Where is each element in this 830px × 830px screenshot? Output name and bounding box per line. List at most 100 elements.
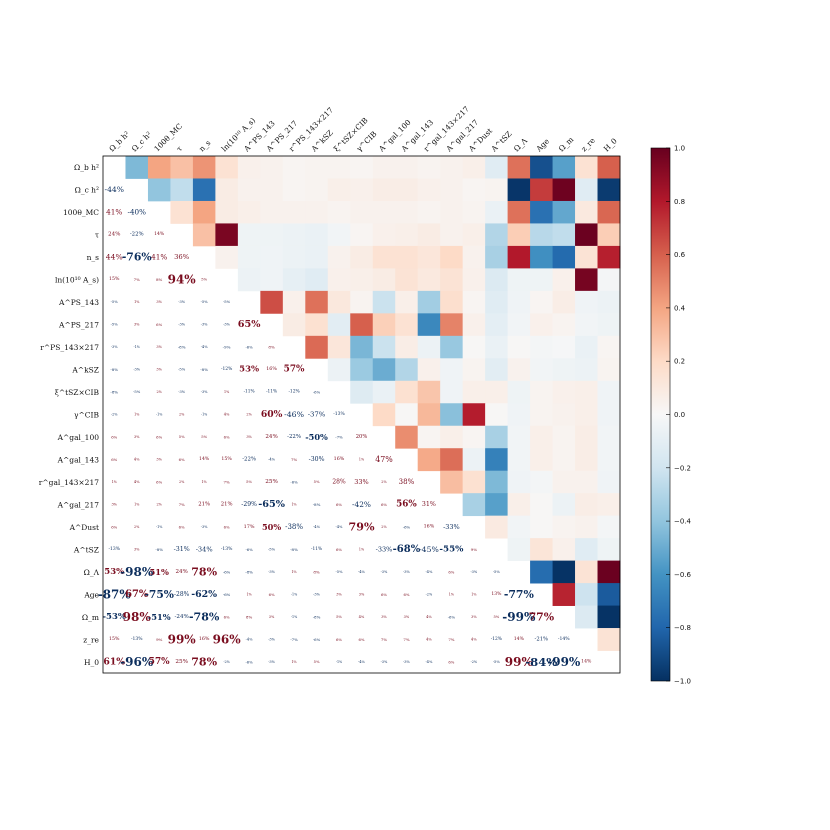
correlation-label: -5% <box>201 300 209 304</box>
correlation-label: -87% <box>98 587 131 601</box>
correlation-label: 4% <box>426 637 432 641</box>
row-label: A^Dust <box>69 523 99 532</box>
heatmap-cell <box>552 425 576 449</box>
correlation-label: 16% <box>266 366 277 372</box>
heatmap-cell <box>350 290 374 314</box>
correlation-label: -3% <box>111 345 118 349</box>
correlation-label: -68% <box>393 544 421 555</box>
heatmap-cell <box>552 358 576 382</box>
correlation-label: 21% <box>198 501 210 507</box>
correlation-label: 6% <box>111 434 117 439</box>
row-label: n_s <box>87 253 100 262</box>
heatmap-cell <box>327 245 351 269</box>
heatmap-cell <box>417 178 441 202</box>
heatmap-cell <box>530 200 553 224</box>
correlation-label: -4% <box>358 570 366 574</box>
correlation-label: -28% <box>174 591 190 598</box>
heatmap-cell <box>597 290 621 314</box>
heatmap-cell <box>282 290 306 314</box>
heatmap-cell <box>597 425 621 449</box>
row-labels: Ω_b h² Ω_c h² 100θ_MC τ n_s ln(10¹⁰ A_s) A^PS_… <box>39 163 100 667</box>
correlation-label: 99% <box>505 655 534 669</box>
correlation-label: -3% <box>201 525 208 529</box>
correlation-label: -11% <box>244 390 255 395</box>
heatmap-cell <box>237 245 261 269</box>
heatmap-cell <box>530 358 553 382</box>
correlation-label: -8% <box>110 367 118 372</box>
heatmap-cell <box>507 448 531 472</box>
correlation-label: 6% <box>179 524 185 529</box>
heatmap-cell <box>507 178 531 202</box>
correlation-label: -37% <box>308 411 326 419</box>
heatmap-cell <box>485 448 509 472</box>
heatmap-cell <box>597 358 621 382</box>
heatmap-cell <box>597 605 621 629</box>
correlation-label: -99% <box>547 655 581 669</box>
heatmap-cell <box>507 335 531 359</box>
heatmap-cell <box>395 380 419 404</box>
heatmap-cell <box>237 200 261 224</box>
correlation-label: -2% <box>111 413 118 417</box>
heatmap-cell <box>305 335 329 359</box>
heatmap-cell <box>215 223 239 247</box>
correlation-label: -1% <box>201 413 207 417</box>
heatmap-cell <box>395 178 419 202</box>
heatmap-cell <box>507 515 531 539</box>
heatmap-cell <box>237 223 261 247</box>
correlation-label: 6% <box>381 592 387 597</box>
correlation-label: -2% <box>471 660 478 664</box>
correlation-label: -3% <box>313 592 320 596</box>
correlation-label: -6% <box>403 524 411 529</box>
correlation-label: -13% <box>221 546 233 552</box>
row-label: A^PS_217 <box>58 321 99 330</box>
heatmap-cell <box>530 223 553 247</box>
heatmap-cell <box>507 290 531 314</box>
correlation-label: 6% <box>179 457 185 462</box>
correlation-label: 3% <box>381 615 387 619</box>
heatmap-cell <box>462 335 486 359</box>
correlation-label: -21% <box>535 636 549 642</box>
correlation-label: 98% <box>123 610 152 624</box>
heatmap-cell <box>485 425 509 449</box>
heatmap-cell <box>485 380 509 404</box>
heatmap-cell <box>282 223 306 247</box>
heatmap-cell <box>552 470 576 494</box>
correlation-label: -3% <box>201 323 208 327</box>
heatmap-cell <box>575 470 598 494</box>
correlation-label: 65% <box>238 319 261 330</box>
heatmap-cell <box>282 245 306 269</box>
row-label: A^kSZ <box>71 366 99 375</box>
correlation-label: 3% <box>156 300 162 304</box>
heatmap-cell <box>575 425 598 449</box>
row-label: Ω_c h² <box>75 186 99 195</box>
heatmap-cell <box>327 313 351 337</box>
correlation-label: 7% <box>448 637 454 642</box>
heatmap-cell <box>395 223 419 247</box>
correlation-label: 24% <box>265 434 277 440</box>
correlation-label: 56% <box>396 499 417 509</box>
correlation-label: 3% <box>156 368 162 372</box>
correlation-label: 7% <box>179 502 185 507</box>
heatmap-cell <box>530 470 553 494</box>
heatmap-cell <box>462 245 486 269</box>
heatmap-cell <box>440 223 464 247</box>
correlation-label: -12% <box>221 367 232 372</box>
heatmap-cell <box>372 313 396 337</box>
heatmap-cell <box>507 425 531 449</box>
heatmap-cell <box>485 178 509 202</box>
correlation-label: 5% <box>336 615 342 619</box>
heatmap-cell <box>440 403 464 427</box>
correlation-label: 6% <box>381 502 387 507</box>
correlation-label: -75% <box>144 588 173 601</box>
correlation-label: 67% <box>125 589 149 600</box>
correlation-label: 8% <box>268 345 275 350</box>
heatmap-cell <box>597 583 621 606</box>
correlation-label: 28% <box>332 478 346 485</box>
correlation-label: 5% <box>314 660 320 664</box>
heatmap-cell <box>507 200 531 224</box>
heatmap-cell <box>552 290 576 314</box>
correlation-label: 7% <box>381 637 387 642</box>
correlation-label: 3% <box>269 615 275 619</box>
heatmap-cell <box>372 403 396 427</box>
heatmap-cell <box>350 380 374 404</box>
